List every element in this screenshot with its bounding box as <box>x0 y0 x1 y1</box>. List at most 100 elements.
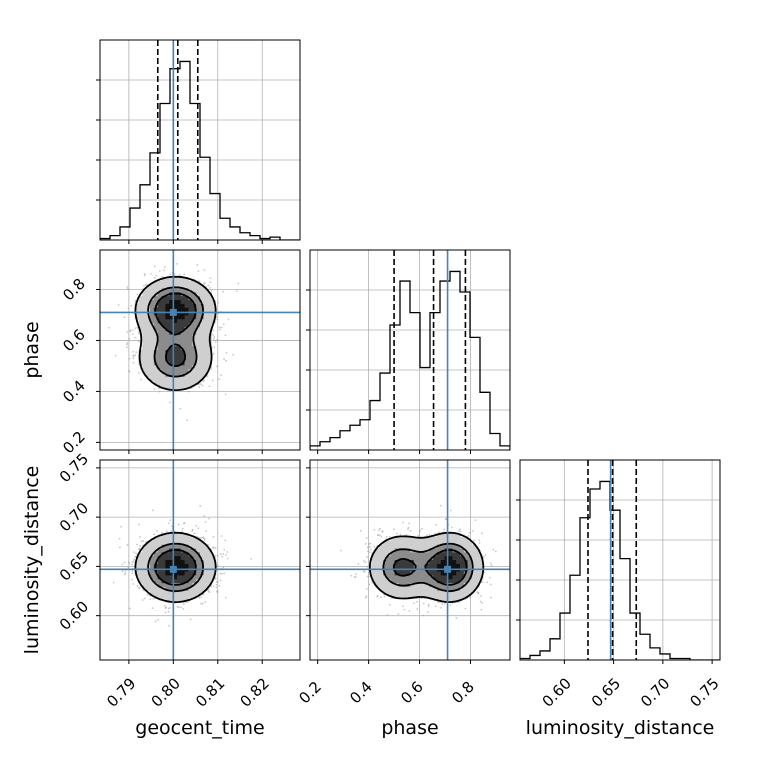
density-cell <box>196 376 201 382</box>
sample-point <box>170 530 173 532</box>
density-cell <box>157 548 162 553</box>
sample-point <box>458 529 461 532</box>
sample-point <box>169 273 172 276</box>
sample-point <box>157 618 159 621</box>
sample-point <box>169 607 171 609</box>
density-cell <box>448 571 453 576</box>
density-cell <box>479 560 484 565</box>
density-cell <box>165 311 170 316</box>
density-cell <box>386 563 392 569</box>
density-cell <box>176 338 182 343</box>
density-cell <box>433 586 438 592</box>
density-cell <box>200 288 205 293</box>
density-cell <box>211 560 216 565</box>
sample-point <box>376 594 379 597</box>
sample-point <box>197 270 200 273</box>
density-cell <box>146 292 151 297</box>
density-cell <box>196 315 201 320</box>
density-cell <box>176 296 182 301</box>
sample-point <box>219 572 222 575</box>
density-cell <box>153 284 159 289</box>
truth-marker <box>444 565 452 573</box>
density-cell <box>200 575 205 580</box>
sample-point <box>480 595 483 597</box>
density-cell <box>153 556 159 561</box>
density-cell <box>146 579 151 584</box>
sample-point <box>198 386 201 388</box>
density-cell <box>153 590 159 596</box>
sample-point <box>213 546 215 549</box>
density-cell <box>467 556 472 561</box>
sample-point <box>180 606 182 609</box>
density-cell <box>398 544 403 549</box>
density-cell <box>203 326 209 332</box>
density-cell <box>207 326 212 332</box>
density-cell <box>406 544 411 549</box>
density-cell <box>173 579 178 584</box>
density-cell <box>203 303 209 309</box>
density-cell <box>173 586 178 592</box>
density-cell <box>475 552 480 557</box>
density-cell <box>448 579 453 584</box>
density-cell <box>207 575 212 580</box>
density-cell <box>448 586 453 592</box>
density-cell <box>180 303 186 309</box>
density-cell <box>402 552 407 557</box>
density-cell <box>402 544 407 549</box>
density-cell <box>417 583 422 588</box>
density-cell <box>150 303 155 309</box>
density-cell <box>150 556 155 561</box>
sample-point <box>370 548 372 551</box>
density-cell <box>161 380 166 386</box>
sample-point <box>365 537 368 540</box>
density-cell <box>203 556 209 561</box>
density-cell <box>386 540 392 546</box>
density-cell <box>180 590 186 596</box>
density-cell <box>429 579 434 584</box>
density-cell <box>440 552 446 557</box>
density-cell <box>192 563 197 569</box>
density-cell <box>425 579 430 584</box>
density-cell <box>390 544 396 549</box>
sample-point <box>373 528 376 531</box>
density-cell <box>402 563 407 569</box>
density-cell <box>413 544 419 549</box>
density-cell <box>142 292 147 297</box>
density-cell <box>173 338 178 343</box>
density-cell <box>184 357 189 362</box>
density-cell <box>200 361 205 366</box>
density-cell <box>203 353 209 359</box>
density-cell <box>150 311 155 316</box>
density-cell <box>413 536 419 542</box>
density-cell <box>157 583 162 588</box>
density-cell <box>161 342 166 347</box>
density-cell <box>138 311 143 316</box>
density-cell <box>150 300 155 305</box>
sample-point <box>408 522 411 525</box>
density-cell <box>196 369 201 374</box>
sample-point <box>402 521 404 524</box>
sample-point <box>181 530 184 532</box>
sample-point <box>219 579 222 582</box>
density-cell <box>180 296 186 301</box>
density-cell <box>150 357 155 362</box>
density-cell <box>394 575 399 580</box>
sample-point <box>373 546 376 548</box>
density-cell <box>440 594 446 599</box>
y-tick-label: 0.65 <box>56 548 92 584</box>
density-cell <box>180 326 186 332</box>
density-cell <box>161 353 166 359</box>
density-cell <box>386 571 392 576</box>
density-cell <box>207 303 212 309</box>
density-cell <box>169 350 174 355</box>
sample-point <box>232 353 235 356</box>
density-cell <box>200 346 205 351</box>
sample-point <box>176 606 179 608</box>
density-cell <box>184 342 189 347</box>
density-cell <box>406 556 411 561</box>
density-cell <box>440 544 446 549</box>
density-cell <box>406 540 411 546</box>
sample-point <box>117 303 120 306</box>
density-cell <box>421 536 426 542</box>
density-cell <box>173 384 178 389</box>
